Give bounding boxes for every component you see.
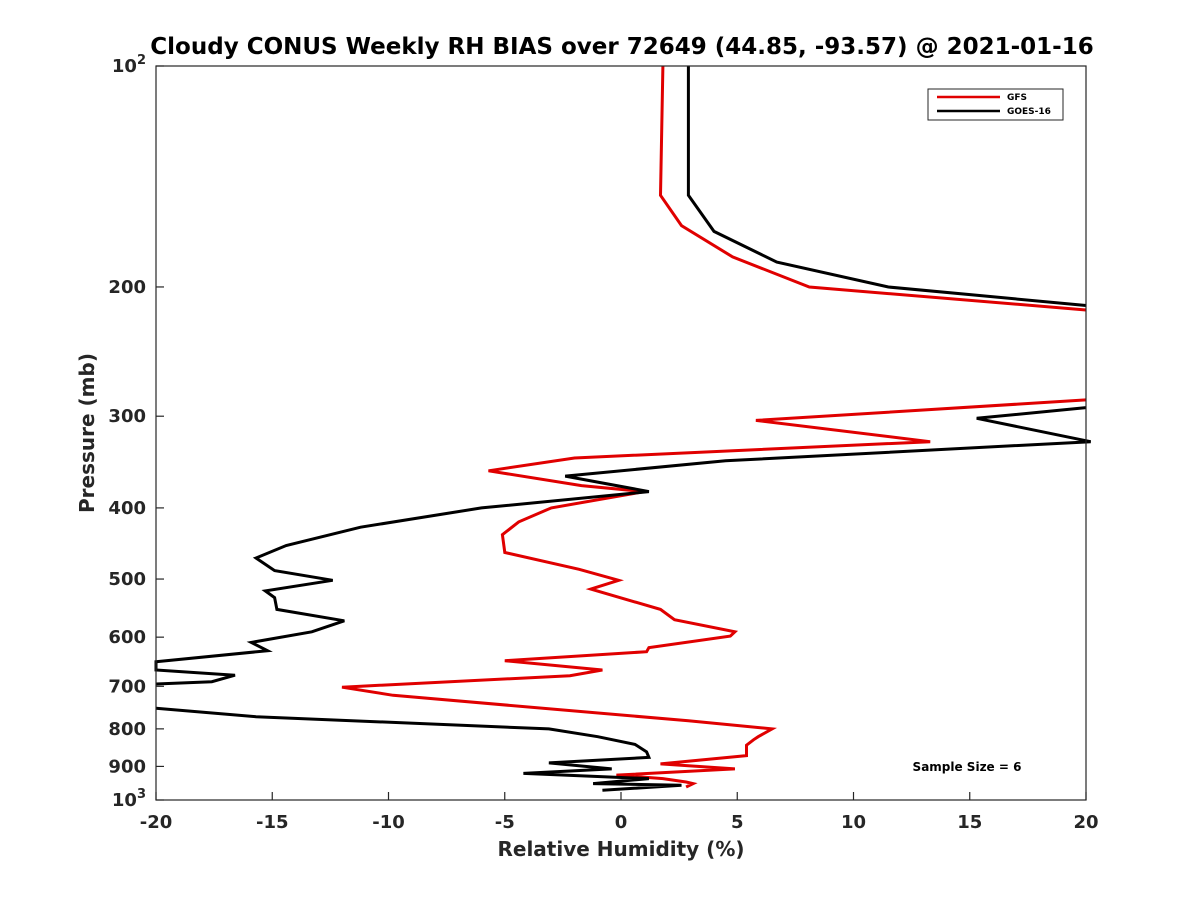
sample-size-label: Sample Size = 6: [913, 760, 1022, 774]
x-axis-label: Relative Humidity (%): [497, 837, 744, 861]
x-tick-label: -10: [372, 812, 405, 833]
x-tick-label: 5: [731, 812, 744, 833]
y-tick-label: 900: [108, 756, 146, 777]
x-tick-label: 20: [1073, 812, 1098, 833]
x-tick-label: -20: [140, 812, 173, 833]
y-tick-label: 200: [108, 277, 146, 298]
y-tick-label: 800: [108, 719, 146, 740]
legend-box: [927, 88, 1064, 121]
legend-items: GFS GOES-16: [937, 93, 1051, 117]
legend-label: GFS: [1007, 93, 1027, 103]
legend: GFS GOES-16: [927, 88, 1064, 121]
chart-title: Cloudy CONUS Weekly RH BIAS over 72649 (…: [150, 34, 1093, 60]
y-axis-label: Pressure (mb): [75, 353, 99, 513]
y-tick-label: 103: [112, 787, 146, 811]
x-tick-label: -5: [495, 812, 515, 833]
legend-label: GOES-16: [1007, 107, 1051, 117]
x-tick-label: -15: [256, 812, 289, 833]
x-tick-label: 10: [841, 812, 866, 833]
x-axis: -20 -15 -10 -5 0 5 10 15 20: [140, 792, 1099, 833]
series-line-goes-16: [154, 66, 1092, 792]
series-layer: [154, 65, 1092, 792]
y-axis: 102 200 300 400 500 600 700 800 900 103: [108, 53, 164, 811]
y-tick-label: 600: [108, 627, 146, 648]
x-tick-label: 0: [615, 812, 628, 833]
y-tick-label: 300: [108, 406, 146, 427]
x-tick-label: 15: [957, 812, 982, 833]
plot-area-border: [155, 65, 1087, 801]
y-tick-label: 700: [108, 676, 146, 697]
y-tick-label: 400: [108, 498, 146, 519]
series-line-gfs: [341, 65, 1087, 789]
y-tick-label: 500: [108, 569, 146, 590]
y-tick-label: 102: [112, 53, 146, 77]
